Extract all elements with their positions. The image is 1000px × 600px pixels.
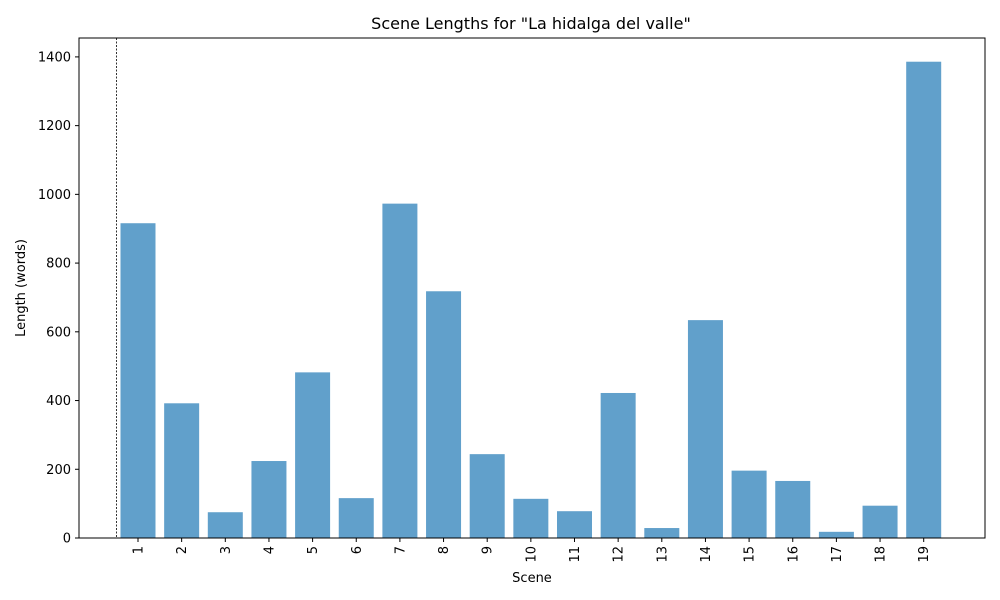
y-tick-label: 600 (46, 325, 71, 340)
bar-scene-18 (862, 505, 898, 538)
x-axis-label: Scene (512, 571, 552, 586)
x-tick-label: 9 (481, 546, 496, 554)
plot-frame (78, 37, 986, 539)
x-tick-label: 2 (175, 546, 190, 554)
bar-scene-10 (513, 498, 549, 538)
bar-scene-6 (338, 498, 374, 538)
bar-scene-13 (644, 528, 680, 538)
bar-scene-11 (557, 511, 592, 538)
y-tick-label: 200 (46, 463, 71, 478)
y-axis: 0 200 400 600 800 1000 1200 1400 (38, 50, 79, 547)
x-tick-label: 18 (874, 546, 889, 563)
bar-scene-19 (906, 61, 942, 539)
y-axis-label: Length (words) (14, 239, 29, 337)
x-tick-label: 10 (524, 546, 539, 563)
bar-scene-15 (731, 470, 767, 538)
x-tick-label: 11 (568, 546, 583, 563)
x-tick-label: 3 (219, 546, 234, 554)
bar-scene-3 (207, 512, 243, 538)
chart-title: Scene Lengths for "La hidalga del valle" (371, 14, 691, 33)
bar-scene-2 (164, 403, 200, 538)
x-tick-label: 13 (655, 546, 670, 563)
y-tick-label: 1200 (38, 119, 71, 134)
bar-scene-5 (295, 372, 331, 538)
bar-scene-14 (687, 320, 723, 538)
bars-group (120, 61, 942, 539)
y-tick-label: 1400 (38, 50, 71, 65)
x-tick-label: 17 (830, 546, 845, 563)
y-tick-label: 800 (46, 257, 71, 272)
y-tick-label: 400 (46, 394, 71, 409)
bar-scene-4 (251, 461, 287, 538)
x-tick-label: 8 (437, 546, 452, 554)
x-tick-label: 16 (786, 546, 801, 563)
x-tick-label: 6 (350, 546, 365, 554)
x-tick-label: 15 (743, 546, 758, 563)
x-tick-label: 4 (262, 546, 277, 554)
x-tick-label: 5 (306, 546, 321, 554)
x-axis: 1 2 3 4 5 6 7 8 9 10 11 12 13 14 15 16 17 18 19 (132, 538, 932, 563)
y-tick-label: 1000 (38, 188, 71, 203)
x-tick-label: 7 (393, 546, 408, 554)
bar-scene-7 (382, 203, 418, 538)
bar-scene-9 (469, 454, 505, 538)
bar-scene-17 (818, 531, 854, 538)
x-tick-label: 12 (612, 546, 627, 563)
bar-scene-12 (600, 392, 636, 538)
bar-scene-8 (426, 291, 462, 538)
bar-scene-16 (775, 480, 811, 538)
bar-scene-1 (120, 223, 156, 538)
x-tick-label: 1 (132, 546, 147, 554)
y-tick-label: 0 (63, 532, 71, 547)
x-tick-label: 14 (699, 546, 714, 563)
x-tick-label: 19 (917, 546, 932, 563)
